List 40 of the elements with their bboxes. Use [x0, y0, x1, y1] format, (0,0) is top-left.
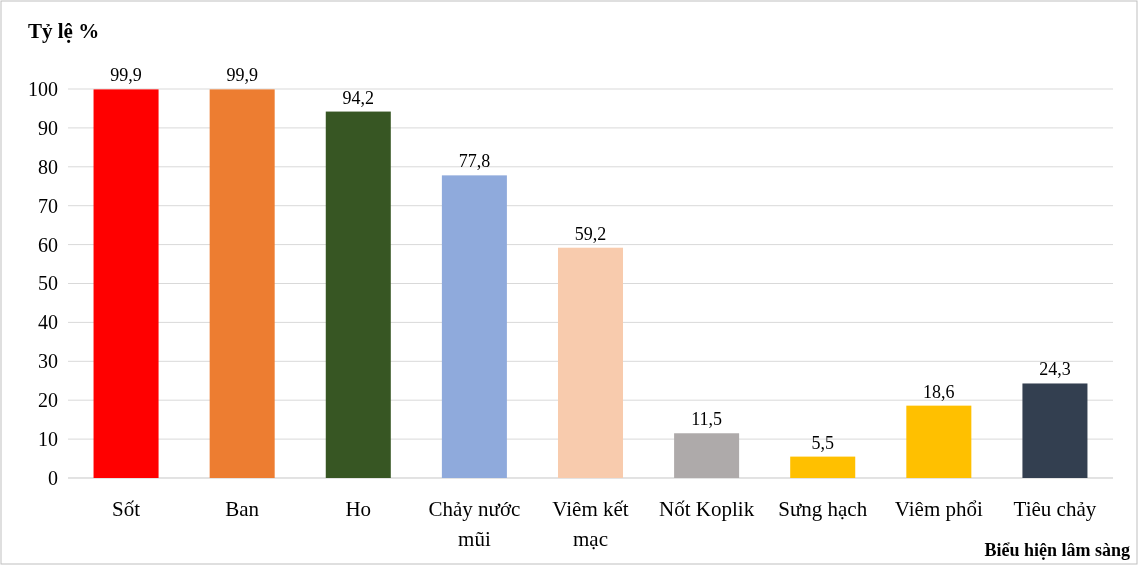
y-tick-label: 100: [28, 77, 58, 100]
bar: [674, 433, 740, 478]
y-tick-label: 40: [38, 311, 58, 334]
y-tick-label: 10: [38, 428, 58, 450]
data-label: 99,9: [226, 65, 258, 86]
data-label: 11,5: [691, 409, 723, 430]
data-label: 18,6: [923, 381, 955, 402]
x-tick-label: Viêm phổi: [894, 497, 983, 521]
data-label: 59,2: [574, 223, 607, 244]
bar: [441, 175, 507, 478]
y-axis-title: Tỷ lệ %: [28, 19, 100, 43]
bar: [790, 456, 856, 478]
y-tick-label: 20: [38, 389, 58, 412]
bar: [209, 89, 275, 478]
x-tick-label: Chảy nước mũi: [428, 497, 521, 551]
y-tick-label: 70: [38, 194, 58, 217]
x-tick-label: Viêm kết mạc: [552, 497, 629, 551]
x-tick-label: Nốt Koplik: [659, 497, 755, 521]
data-label: 94,2: [342, 87, 375, 108]
bar: [1022, 383, 1088, 478]
y-tick-label: 80: [38, 155, 58, 178]
y-tick-label: 90: [38, 116, 58, 139]
bar: [557, 247, 624, 478]
y-tick-label: 60: [38, 233, 58, 256]
x-tick-label: Sưng hạch: [778, 497, 868, 521]
data-label: 99,9: [110, 65, 142, 86]
bar: [93, 89, 159, 478]
data-label: 24,3: [1039, 359, 1071, 380]
y-tick-label: 0: [48, 466, 58, 489]
x-tick-label: Tiêu chảy: [1013, 497, 1097, 521]
x-axis-title: Biểu hiện lâm sàng: [984, 540, 1130, 560]
bar: [325, 111, 391, 478]
x-tick-label: Ban: [225, 497, 260, 521]
y-tick-label: 30: [38, 350, 58, 373]
bar: [906, 405, 972, 478]
data-label: 77,8: [458, 151, 491, 172]
data-label: 5,5: [811, 432, 834, 453]
x-tick-label: Sốt: [112, 497, 141, 521]
y-tick-label: 50: [38, 272, 58, 295]
x-tick-label: Ho: [345, 497, 372, 521]
